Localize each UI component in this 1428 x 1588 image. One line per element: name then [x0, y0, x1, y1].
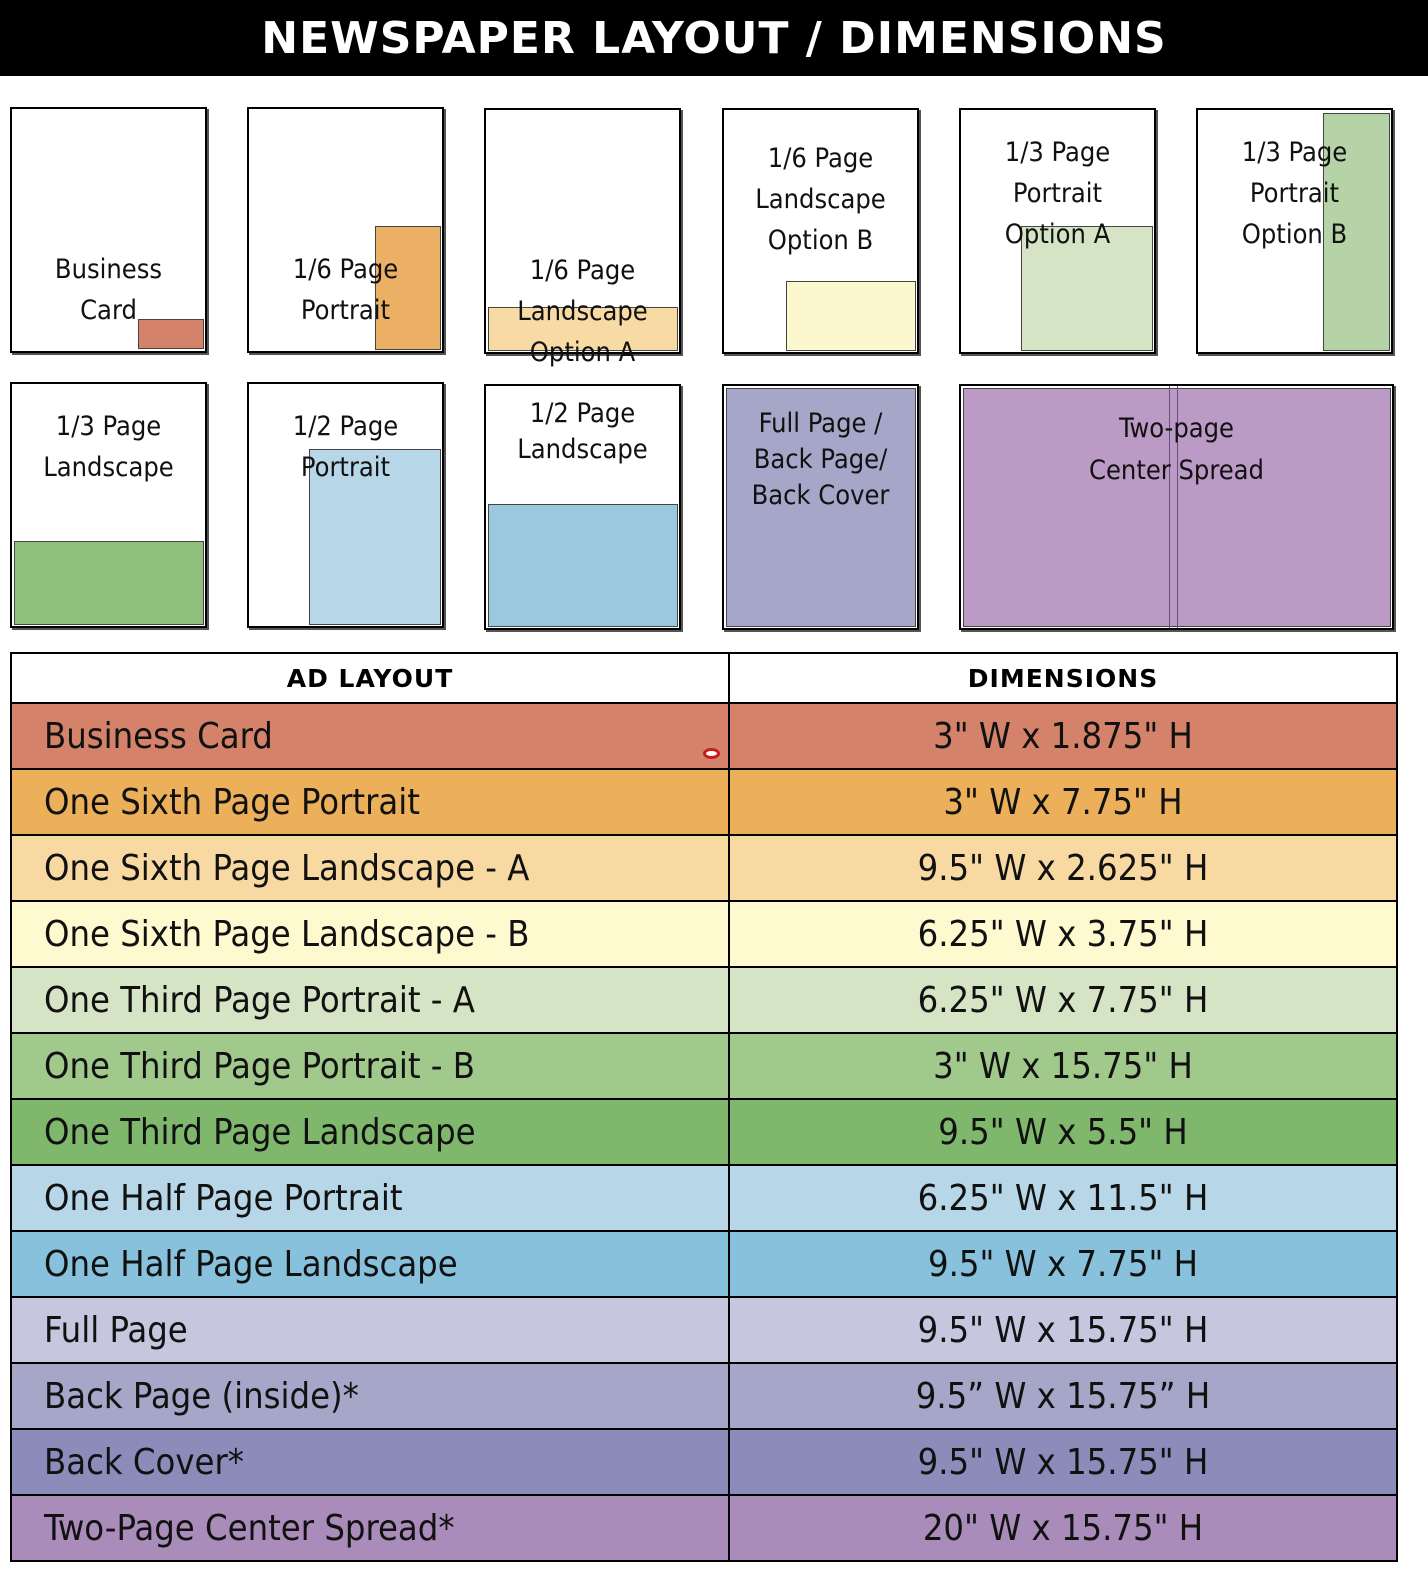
ad-layout-cell: Two-Page Center Spread* [10, 1494, 730, 1562]
table-row: Back Cover* 9.5" W x 15.75" H [10, 1428, 1398, 1496]
dimensions-cell: 6.25" W x 7.75" H [728, 966, 1398, 1034]
thumb-label: Two-page Center Spread [1089, 413, 1264, 486]
ad-layout-cell: One Third Page Portrait - A [10, 966, 730, 1034]
dimensions-cell: 6.25" W x 11.5" H [728, 1164, 1398, 1232]
ad-layout-cell: One Half Page Landscape [10, 1230, 730, 1298]
thumb-sixth-landscape-a: 1/6 Page Landscape Option A [484, 108, 681, 368]
dimensions-table: AD LAYOUT DIMENSIONS Business Card 3" W x… [10, 652, 1398, 1562]
table-row: One Half Page Landscape 9.5" W x 7.75" H [10, 1230, 1398, 1298]
ad-layout-cell: One Third Page Landscape [10, 1098, 730, 1166]
dimensions-cell: 9.5" W x 15.75" H [728, 1296, 1398, 1364]
dimensions-cell: 6.25" W x 3.75" H [728, 900, 1398, 968]
dimensions-cell: 9.5" W x 2.625" H [728, 834, 1398, 902]
table-row: One Sixth Page Portrait 3" W x 7.75" H [10, 768, 1398, 836]
table-row: Back Page (inside)* 9.5” W x 15.75” H [10, 1362, 1398, 1430]
cursor-marker-icon [703, 748, 720, 759]
table-row: One Sixth Page Landscape - B 6.25" W x 3.… [10, 900, 1398, 968]
center-fold-line [1169, 386, 1178, 628]
thumb-business-card: Business Card [10, 107, 207, 353]
thumb-label: 1/2 Page Landscape [517, 398, 648, 465]
ad-layout-header: AD LAYOUT [10, 652, 730, 704]
thumb-label: 1/3 Page Portrait Option A [1004, 137, 1111, 250]
ad-layout-cell: One Half Page Portrait [10, 1164, 730, 1232]
dimensions-cell: 3" W x 15.75" H [728, 1032, 1398, 1100]
table-row: Full Page 9.5" W x 15.75" H [10, 1296, 1398, 1364]
ad-area-fill [1323, 113, 1390, 351]
thumb-sixth-landscape-b: 1/6 Page Landscape Option B [722, 108, 919, 354]
thumb-label: 1/2 Page Portrait [292, 411, 399, 483]
ad-layout-cell: One Third Page Portrait - B [10, 1032, 730, 1100]
ad-area-fill [726, 388, 916, 627]
table-body: Business Card 3" W x 1.875" H One Sixth Pa… [10, 702, 1398, 1562]
table-row: Two-Page Center Spread* 20" W x 15.75" H [10, 1494, 1398, 1562]
thumb-label: 1/6 Page Portrait [292, 254, 399, 326]
table-row: One Half Page Portrait 6.25" W x 11.5" H [10, 1164, 1398, 1232]
thumb-label: 1/6 Page Landscape Option A [517, 255, 648, 368]
ad-area-fill [488, 504, 678, 627]
table-header-row: AD LAYOUT DIMENSIONS [10, 652, 1398, 704]
thumb-full-page: Full Page / Back Page/ Back Cover [722, 384, 919, 630]
ad-area-fill [309, 449, 441, 625]
thumb-center-spread: Two-page Center Spread [959, 384, 1394, 630]
ad-area-fill [488, 307, 678, 351]
table-row: One Sixth Page Landscape - A 9.5" W x 2.6… [10, 834, 1398, 902]
dimensions-cell: 3" W x 7.75" H [728, 768, 1398, 836]
ad-layout-cell: Back Page (inside)* [10, 1362, 730, 1430]
thumb-half-landscape: 1/2 Page Landscape [484, 384, 681, 630]
thumb-label: 1/3 Page Portrait Option B [1241, 137, 1348, 250]
thumb-label: 1/3 Page Landscape [43, 411, 174, 483]
ad-layout-cell: One Sixth Page Portrait [10, 768, 730, 836]
ad-layout-cell: Full Page [10, 1296, 730, 1364]
ad-layout-cell: One Sixth Page Landscape - B [10, 900, 730, 968]
dimensions-cell: 20" W x 15.75" H [728, 1494, 1398, 1562]
thumb-third-portrait-a: 1/3 Page Portrait Option A [959, 108, 1156, 354]
ad-area-fill [786, 281, 916, 351]
ad-layout-cell: Business Card [10, 702, 730, 770]
thumb-label: Full Page / Back Page/ Back Cover [751, 408, 890, 511]
thumb-third-portrait-b: 1/3 Page Portrait Option B [1196, 108, 1393, 354]
ad-area-fill [14, 541, 204, 625]
dimensions-cell: 9.5" W x 15.75" H [728, 1428, 1398, 1496]
page-title: NEWSPAPER LAYOUT / DIMENSIONS [0, 0, 1428, 76]
thumb-label: 1/6 Page Landscape Option B [755, 143, 886, 256]
ad-layout-cell: Back Cover* [10, 1428, 730, 1496]
table-row: One Third Page Portrait - B 3" W x 15.75"… [10, 1032, 1398, 1100]
thumb-half-portrait: 1/2 Page Portrait [247, 382, 444, 628]
thumb-label: Business Card [54, 254, 163, 326]
table-row: One Third Page Portrait - A 6.25" W x 7.7… [10, 966, 1398, 1034]
thumb-sixth-portrait: 1/6 Page Portrait [247, 107, 444, 353]
table-row: One Third Page Landscape 9.5" W x 5.5" H [10, 1098, 1398, 1166]
table-row: Business Card 3" W x 1.875" H [10, 702, 1398, 770]
dimensions-cell: 9.5” W x 15.75” H [728, 1362, 1398, 1430]
dimensions-cell: 9.5" W x 5.5" H [728, 1098, 1398, 1166]
dimensions-header: DIMENSIONS [728, 652, 1398, 704]
ad-area-fill [375, 226, 441, 350]
dimensions-cell: 3" W x 1.875" H [728, 702, 1398, 770]
ad-layout-cell: One Sixth Page Landscape - A [10, 834, 730, 902]
dimensions-cell: 9.5" W x 7.75" H [728, 1230, 1398, 1298]
ad-area-fill [1021, 226, 1153, 351]
thumb-third-landscape: 1/3 Page Landscape [10, 382, 207, 628]
ad-area-fill [138, 319, 204, 349]
